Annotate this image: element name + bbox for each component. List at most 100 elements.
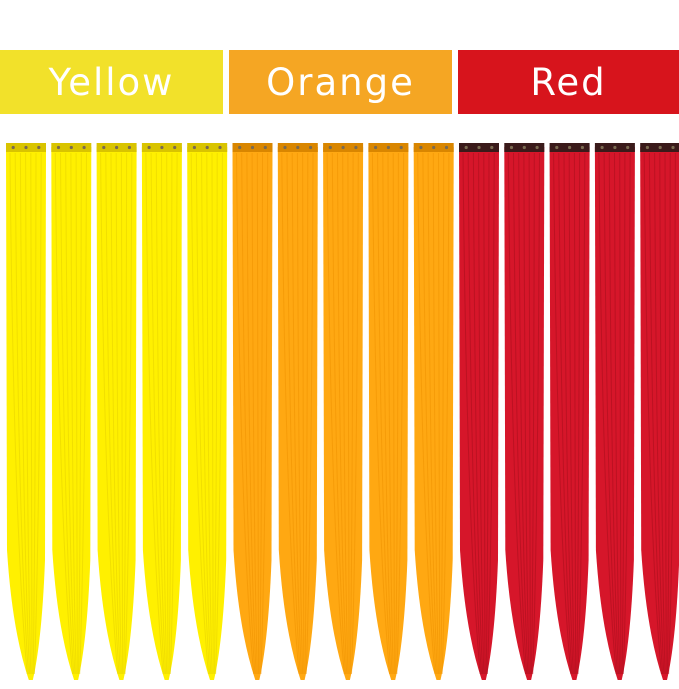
hair-clip-tooth	[37, 145, 41, 150]
hair-texture-line	[65, 152, 76, 675]
hair-clip-tooth	[102, 145, 106, 150]
hair-texture-line	[622, 152, 631, 675]
hair-clip-tooth	[522, 145, 526, 150]
label-yellow: Yellow	[0, 50, 223, 114]
hair-clip-tooth	[127, 145, 131, 150]
hair-clip-tooth	[160, 145, 164, 150]
hair-clip-tooth	[82, 145, 86, 150]
hair-texture-line	[304, 152, 309, 675]
hair-texture-line	[396, 152, 405, 675]
hair-strand-red-4	[594, 143, 635, 680]
hair-texture-line	[302, 152, 305, 675]
hair-texture-line	[236, 152, 255, 675]
hair-texture-line	[507, 152, 526, 675]
hair-texture-line	[78, 152, 82, 675]
hair-texture-line	[472, 152, 484, 675]
hair-clip-tooth	[218, 145, 222, 150]
hair-texture-line	[518, 152, 529, 675]
hair-strand-red-3	[549, 143, 590, 680]
hair-clip-tooth	[205, 145, 209, 150]
hair-clip-tooth	[173, 145, 177, 150]
hair-texture-line	[422, 152, 437, 675]
hair-texture-line	[666, 152, 671, 675]
hair-texture-line	[467, 152, 482, 675]
hair-texture-line	[577, 152, 586, 675]
hair-clip-tooth	[341, 145, 345, 150]
hair-texture-line	[260, 152, 269, 675]
hair-texture-line	[486, 152, 495, 675]
hair-texture-line	[558, 152, 573, 675]
hair-texture-line	[110, 152, 121, 675]
hair-texture-line	[259, 152, 263, 675]
hair-strand-orange-2	[277, 143, 318, 680]
hair-strand-red-5	[640, 143, 679, 680]
hair-texture-line	[326, 152, 345, 675]
hair-texture-line	[79, 152, 87, 675]
hair-texture-line	[483, 152, 486, 675]
hair-texture-line	[206, 152, 213, 675]
hair-texture-line	[438, 152, 441, 675]
hair-strand-body	[640, 147, 679, 680]
hair-texture-line	[120, 152, 124, 675]
hair-texture-line	[432, 152, 439, 675]
hair-clip-tooth	[296, 145, 300, 150]
hair-texture-line	[105, 152, 120, 675]
label-orange: Orange	[229, 50, 452, 114]
hair-texture-line	[395, 152, 399, 675]
hair-texture-line	[513, 152, 528, 675]
label-yellow-text: Yellow	[48, 60, 175, 104]
hair-clip-tooth	[600, 145, 604, 150]
hair-strand-yellow-2	[51, 143, 92, 680]
hair-clip-tooth	[535, 145, 539, 150]
hair-texture-line	[286, 152, 301, 675]
hair-texture-line	[371, 152, 391, 675]
hair-texture-line	[377, 152, 392, 675]
hair-clip-tooth	[555, 145, 559, 150]
hair-clip-tooth	[386, 145, 390, 150]
hair-clip-tooth	[490, 145, 494, 150]
hair-texture-line	[60, 152, 75, 675]
hair-clip-tooth	[626, 145, 630, 150]
hair-texture-line	[331, 152, 346, 675]
hair-texture-line	[608, 152, 619, 675]
hair-clip-tooth	[432, 145, 436, 150]
hair-texture-line	[337, 152, 348, 675]
hair-clip-tooth	[645, 145, 650, 150]
hair-texture-line	[100, 152, 119, 675]
hair-texture-line	[241, 152, 256, 675]
hair-texture-line	[201, 152, 212, 675]
hair-strand-red-1	[459, 143, 499, 680]
hair-texture-line	[342, 152, 349, 675]
hair-clip-tooth	[263, 145, 267, 150]
hair-clip-tooth	[56, 145, 61, 150]
hair-texture-line	[195, 152, 211, 675]
hair-texture-line	[664, 152, 667, 675]
hair-extensions-image	[6, 143, 679, 680]
label-orange-text: Orange	[266, 60, 415, 104]
hair-texture-line	[166, 152, 169, 675]
hair-texture-line	[30, 152, 33, 675]
hair-texture-line	[532, 152, 540, 675]
hair-texture-line	[161, 152, 168, 675]
hair-clip-tooth	[509, 145, 514, 150]
hair-clip-tooth	[309, 145, 313, 150]
hair-texture-line	[296, 152, 304, 675]
hair-texture-line	[190, 152, 209, 675]
hair-clip-tooth	[69, 145, 73, 150]
hair-texture-line	[32, 152, 37, 675]
hair-texture-line	[123, 152, 128, 675]
hair-strand-yellow-3	[96, 143, 137, 680]
hair-texture-line	[281, 152, 300, 675]
hair-texture-line	[246, 152, 257, 675]
hair-clip-tooth	[238, 145, 242, 150]
hair-texture-line	[347, 152, 350, 675]
hair-texture-line	[485, 152, 490, 675]
hair-texture-line	[648, 152, 664, 675]
hair-texture-line	[251, 152, 258, 675]
hair-strand-yellow-1	[6, 143, 46, 680]
hair-texture-line	[256, 152, 259, 675]
hair-texture-line	[19, 152, 31, 675]
color-labels: Yellow Orange Red	[0, 50, 679, 114]
hair-texture-line	[25, 152, 32, 675]
hair-clip-tooth	[11, 145, 15, 150]
